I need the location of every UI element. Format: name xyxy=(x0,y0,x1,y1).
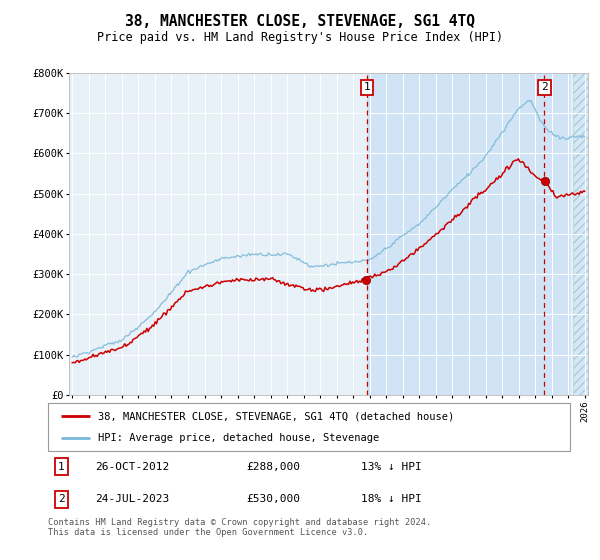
Text: 13% ↓ HPI: 13% ↓ HPI xyxy=(361,461,422,472)
Bar xyxy=(573,73,590,395)
FancyBboxPatch shape xyxy=(48,403,570,451)
Text: 1: 1 xyxy=(58,461,64,472)
Text: Contains HM Land Registry data © Crown copyright and database right 2024.
This d: Contains HM Land Registry data © Crown c… xyxy=(48,518,431,538)
Text: 26-OCT-2012: 26-OCT-2012 xyxy=(95,461,169,472)
Text: 18% ↓ HPI: 18% ↓ HPI xyxy=(361,494,422,505)
Text: Price paid vs. HM Land Registry's House Price Index (HPI): Price paid vs. HM Land Registry's House … xyxy=(97,31,503,44)
Text: £288,000: £288,000 xyxy=(247,461,301,472)
Text: £530,000: £530,000 xyxy=(247,494,301,505)
Text: 2: 2 xyxy=(58,494,64,505)
Bar xyxy=(367,73,571,395)
Text: 1: 1 xyxy=(364,82,370,92)
Text: 24-JUL-2023: 24-JUL-2023 xyxy=(95,494,169,505)
Text: 38, MANCHESTER CLOSE, STEVENAGE, SG1 4TQ: 38, MANCHESTER CLOSE, STEVENAGE, SG1 4TQ xyxy=(125,14,475,29)
Text: 2: 2 xyxy=(541,82,548,92)
Text: 38, MANCHESTER CLOSE, STEVENAGE, SG1 4TQ (detached house): 38, MANCHESTER CLOSE, STEVENAGE, SG1 4TQ… xyxy=(98,411,454,421)
Text: HPI: Average price, detached house, Stevenage: HPI: Average price, detached house, Stev… xyxy=(98,433,379,443)
